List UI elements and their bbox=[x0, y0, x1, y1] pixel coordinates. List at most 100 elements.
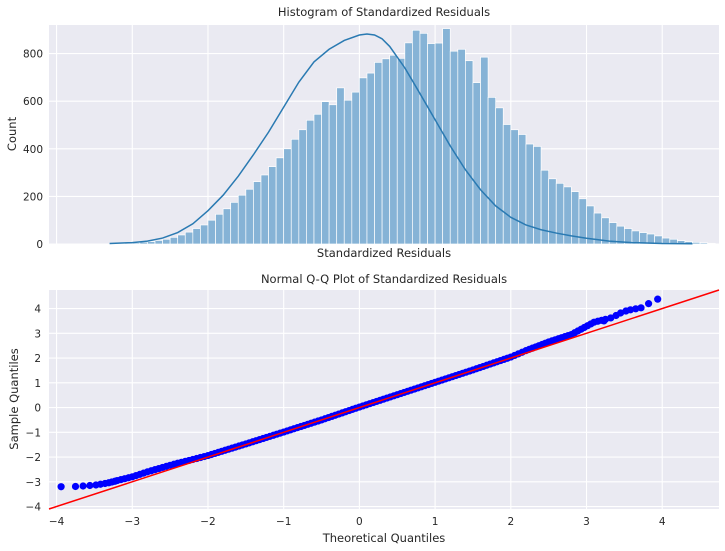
histogram-title: Histogram of Standardized Residuals bbox=[278, 5, 490, 19]
histogram-y-label: Count bbox=[5, 116, 19, 151]
qq-title: Normal Q-Q Plot of Standardized Residual… bbox=[261, 272, 507, 286]
histogram-bar bbox=[412, 29, 421, 245]
histogram-y-tick-label: 0 bbox=[36, 239, 43, 251]
histogram-bar bbox=[306, 119, 315, 245]
histogram-bar bbox=[396, 57, 406, 245]
qq-y-tick-label: −2 bbox=[26, 452, 41, 464]
qq-x-tick-label: 3 bbox=[583, 516, 590, 528]
histogram-bar bbox=[518, 134, 527, 245]
histogram-bar bbox=[328, 104, 338, 245]
histogram-bar bbox=[200, 224, 209, 245]
histogram-bar bbox=[487, 97, 497, 245]
qq-y-tick-label: 3 bbox=[34, 328, 41, 340]
histogram-bar bbox=[192, 228, 201, 245]
histogram-bar bbox=[692, 241, 701, 245]
histogram-bar bbox=[215, 213, 224, 245]
histogram-bar bbox=[268, 166, 277, 245]
histogram-bar bbox=[389, 54, 398, 245]
qq-y-ticks: −4 −3 −2 −1 0 1 2 3 4 bbox=[26, 304, 42, 514]
histogram-y-tick-label: 400 bbox=[23, 144, 43, 156]
histogram-bar bbox=[540, 169, 550, 245]
histogram-bar bbox=[230, 201, 239, 245]
histogram-bar bbox=[184, 231, 194, 245]
histogram-bar bbox=[472, 82, 481, 245]
histogram-bar bbox=[525, 143, 534, 245]
histogram-bar bbox=[381, 58, 391, 245]
qq-y-tick-label: −1 bbox=[26, 427, 41, 439]
histogram-bar bbox=[290, 138, 300, 245]
histogram-bar bbox=[298, 129, 307, 245]
histogram-x-label: Standardized Residuals bbox=[317, 246, 451, 260]
histogram-panel: 0 200 400 600 800 Histogram of Standardized … bbox=[5, 5, 719, 260]
histogram-bar bbox=[260, 174, 269, 245]
histogram-y-ticks: 0 200 400 600 800 bbox=[23, 49, 43, 251]
qq-y-tick-label: 0 bbox=[34, 403, 41, 415]
qq-x-tick-label: −3 bbox=[125, 516, 140, 528]
histogram-kde bbox=[109, 33, 693, 245]
qq-point bbox=[600, 317, 608, 325]
qq-point bbox=[86, 481, 94, 490]
qq-x-tick-label: 4 bbox=[659, 516, 666, 528]
histogram-bar bbox=[154, 240, 163, 245]
qq-point bbox=[654, 295, 662, 303]
qq-y-label: Sample Quantiles bbox=[7, 348, 21, 449]
kde-curve bbox=[109, 33, 693, 245]
histogram-bar bbox=[366, 72, 375, 245]
histogram-bars bbox=[109, 28, 716, 245]
qq-y-tick-label: −3 bbox=[26, 477, 41, 489]
histogram-bar bbox=[548, 178, 557, 245]
qq-reference-line bbox=[48, 289, 720, 510]
qq-point bbox=[71, 482, 80, 491]
histogram-bar bbox=[457, 48, 466, 245]
qq-point bbox=[111, 477, 119, 485]
histogram-bar bbox=[169, 236, 179, 245]
histogram-bar bbox=[253, 181, 262, 245]
qq-x-label: Theoretical Quantiles bbox=[322, 531, 446, 545]
histogram-bar bbox=[699, 242, 708, 245]
qq-point bbox=[637, 304, 645, 312]
histogram-bar bbox=[147, 241, 156, 245]
qq-x-tick-label: −1 bbox=[276, 516, 291, 528]
histogram-bar bbox=[177, 234, 186, 245]
qq-x-tick-label: 2 bbox=[507, 516, 514, 528]
histogram-y-tick-label: 200 bbox=[23, 191, 43, 203]
histogram-bar bbox=[245, 188, 254, 245]
qq-point bbox=[57, 483, 65, 491]
qq-x-ticks: −4 −3 −2 −1 0 1 2 3 4 bbox=[49, 516, 666, 528]
qq-y-tick-label: −4 bbox=[26, 502, 42, 514]
histogram-bar bbox=[434, 42, 444, 245]
histogram-bar bbox=[207, 219, 216, 245]
histogram-bar bbox=[275, 157, 285, 245]
qq-point bbox=[79, 482, 87, 490]
histogram-bar bbox=[707, 242, 716, 245]
histogram-bar bbox=[359, 77, 368, 245]
qq-y-tick-label: 1 bbox=[34, 378, 41, 390]
histogram-bar bbox=[237, 194, 247, 245]
histogram-bar bbox=[343, 99, 353, 245]
histogram-bar bbox=[321, 101, 330, 245]
histogram-bar bbox=[162, 238, 171, 245]
histogram-bar bbox=[427, 43, 436, 245]
qq-y-tick-label: 4 bbox=[34, 304, 41, 316]
histogram-bar bbox=[374, 62, 383, 245]
histogram-bar bbox=[351, 91, 360, 245]
qq-x-tick-label: 1 bbox=[432, 516, 439, 528]
histogram-bar bbox=[465, 60, 474, 245]
histogram-y-tick-label: 600 bbox=[23, 96, 43, 108]
qq-x-tick-label: 0 bbox=[356, 516, 363, 528]
histogram-bar bbox=[480, 56, 489, 245]
qq-panel: −4 −3 −2 −1 0 1 2 3 4 −4 −3 −2 −1 0 1 2 3 4 Normal Q-Q P… bbox=[7, 272, 720, 545]
histogram-bar bbox=[510, 129, 519, 245]
histogram-bar bbox=[495, 107, 504, 245]
histogram-bar bbox=[419, 32, 428, 245]
histogram-bar bbox=[313, 113, 322, 245]
qq-x-tick-label: −4 bbox=[49, 516, 65, 528]
histogram-y-tick-label: 800 bbox=[23, 49, 43, 61]
qq-point bbox=[644, 300, 653, 308]
histogram-bar bbox=[222, 208, 232, 245]
qq-points bbox=[57, 295, 662, 491]
qq-y-tick-label: 2 bbox=[34, 353, 41, 365]
histogram-bar bbox=[502, 124, 512, 245]
histogram-bar bbox=[283, 148, 292, 245]
